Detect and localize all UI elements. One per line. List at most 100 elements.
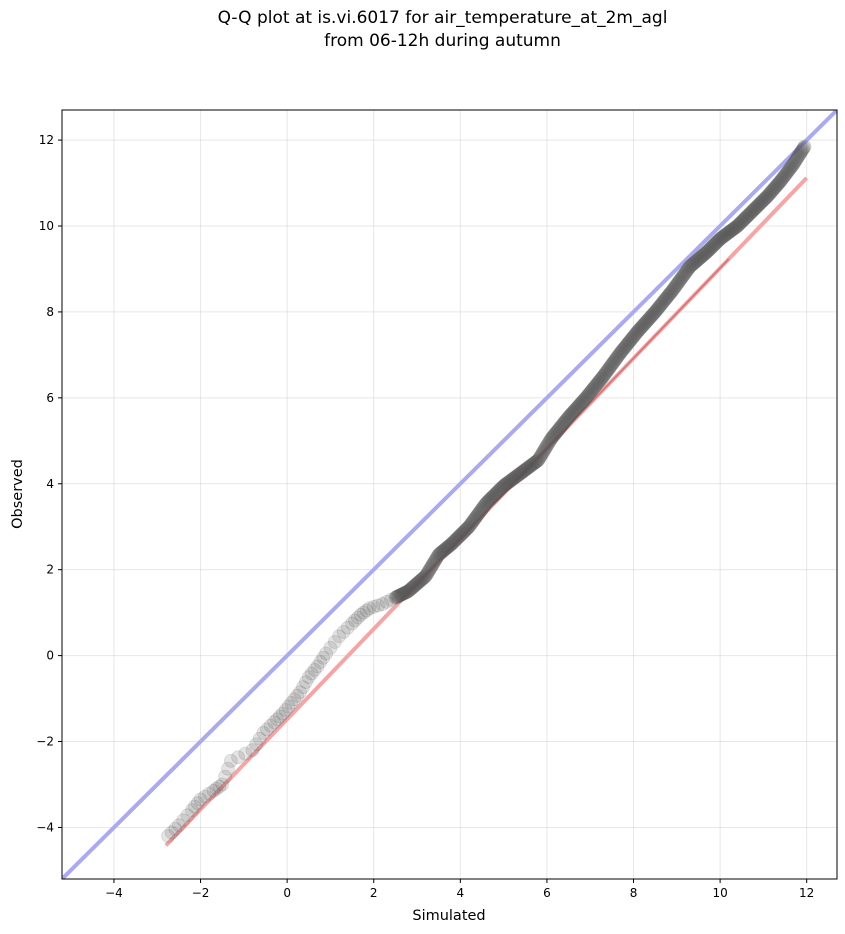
data-point: [579, 390, 594, 404]
data-point: [562, 409, 577, 424]
data-point: [542, 435, 556, 450]
data-point: [519, 462, 533, 477]
data-point: [737, 212, 751, 227]
data-point: [512, 467, 527, 481]
data-point: [436, 543, 451, 558]
data-point: [649, 303, 664, 318]
data-point: [556, 416, 571, 431]
x-axis-label: Simulated: [412, 908, 485, 924]
data-point: [524, 458, 539, 472]
data-point: [784, 159, 799, 174]
data-point: [409, 577, 424, 592]
data-point: [769, 178, 784, 193]
data-point: [555, 418, 569, 433]
data-point: [768, 180, 782, 195]
data-point: [249, 737, 264, 752]
data-point: [501, 475, 516, 490]
data-point: [765, 184, 779, 198]
data-point: [273, 709, 287, 724]
data-point: [651, 300, 666, 315]
data-point: [625, 331, 639, 346]
data-point: [578, 391, 593, 406]
data-point: [218, 769, 232, 784]
data-point: [484, 491, 499, 505]
data-point: [542, 434, 557, 448]
data-point: [359, 603, 374, 618]
data-point: [701, 243, 716, 258]
data-point: [398, 585, 413, 600]
data-point: [442, 538, 457, 553]
data-point: [640, 313, 655, 328]
data-point: [607, 353, 622, 368]
data-point: [780, 165, 795, 180]
data-point: [469, 509, 484, 524]
data-point: [612, 346, 627, 361]
data-point: [708, 236, 723, 251]
data-point: [654, 297, 668, 312]
data-point: [690, 253, 705, 267]
data-point: [756, 193, 771, 208]
data-point: [402, 583, 417, 597]
data-point: [725, 222, 740, 237]
data-point: [307, 663, 322, 677]
data-point: [643, 310, 658, 325]
data-point: [531, 453, 546, 468]
data-point: [523, 459, 538, 473]
data-point: [757, 192, 772, 207]
data-point: [187, 799, 202, 814]
data-point: [669, 277, 684, 292]
data-point: [418, 569, 432, 584]
data-point: [336, 625, 351, 639]
x-tick-label: 0: [283, 886, 291, 900]
data-point: [661, 288, 676, 303]
data-point: [718, 228, 733, 243]
data-point: [617, 341, 632, 356]
data-point: [704, 240, 719, 255]
data-point: [741, 208, 756, 223]
data-point: [604, 358, 619, 373]
data-point: [526, 456, 541, 471]
data-point: [739, 209, 754, 224]
data-point: [521, 460, 536, 475]
data-point: [796, 140, 811, 155]
data-point: [570, 400, 585, 415]
data-point: [439, 541, 454, 555]
data-point: [797, 139, 812, 154]
data-point: [431, 547, 446, 562]
data-point: [516, 463, 531, 478]
data-point: [425, 558, 440, 573]
data-point: [536, 444, 551, 459]
data-point: [679, 264, 694, 279]
data-point: [692, 251, 707, 266]
data-point: [635, 319, 650, 334]
data-point: [685, 258, 699, 272]
data-point: [650, 302, 665, 317]
data-point: [451, 530, 466, 545]
data-point: [645, 308, 660, 323]
data-point: [340, 620, 355, 635]
data-point: [604, 357, 619, 372]
data-point: [705, 239, 720, 253]
data-point: [628, 327, 643, 341]
data-point: [623, 333, 638, 348]
data-point: [753, 196, 768, 210]
x-tick-label: −2: [192, 886, 210, 900]
data-point: [555, 417, 570, 432]
data-point: [517, 463, 532, 478]
data-point: [395, 587, 410, 601]
data-point: [678, 265, 693, 280]
data-point: [573, 397, 588, 412]
data-point: [561, 410, 576, 425]
data-point: [550, 423, 565, 438]
data-point: [762, 187, 777, 202]
data-point: [441, 539, 455, 554]
data-point: [557, 415, 572, 430]
data-point: [783, 160, 798, 175]
data-point: [757, 191, 772, 206]
data-point: [775, 171, 790, 185]
data-point: [537, 442, 552, 457]
data-point: [293, 685, 308, 700]
chart-title-line-2: from 06-12h during autumn: [324, 31, 561, 51]
data-point: [671, 275, 686, 290]
data-point: [575, 394, 590, 409]
